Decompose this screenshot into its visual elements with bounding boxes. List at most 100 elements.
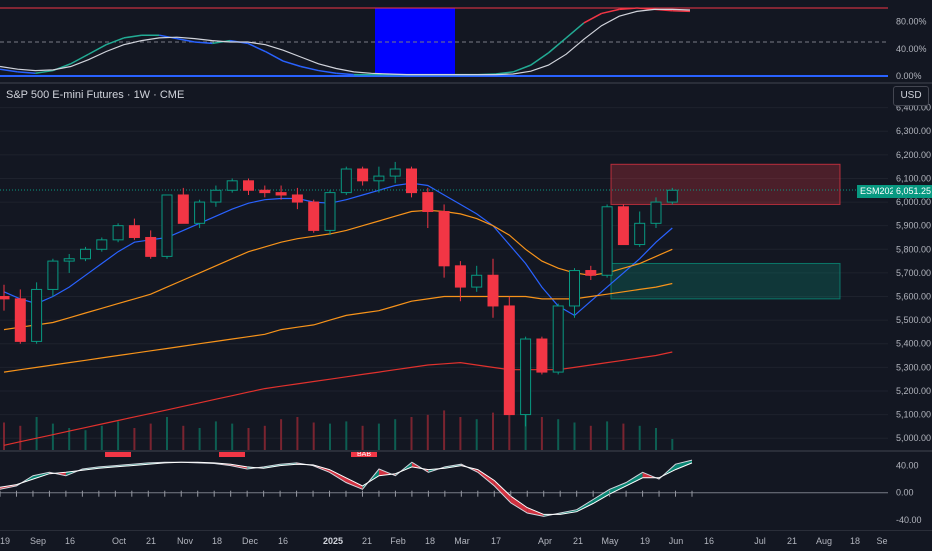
volume-bar — [84, 430, 87, 450]
stoch-k-segment — [565, 22, 585, 39]
candle-body — [601, 206, 613, 276]
pane-separator[interactable] — [0, 82, 932, 84]
time-axis-label: Mar — [454, 536, 470, 546]
stochastic-pane: 80.00% 40.00% 0.00% — [0, 0, 932, 82]
volume-bar — [540, 417, 543, 450]
candle-body — [226, 180, 238, 191]
candle-body — [177, 194, 189, 224]
candle-body — [161, 194, 173, 257]
volume-bar — [35, 417, 38, 450]
stoch-k-segment — [212, 39, 231, 45]
time-axis-label: 2025 — [323, 536, 343, 546]
time-axis-label: May — [601, 536, 619, 546]
stoch-y-tick-label: 40.00% — [896, 44, 927, 54]
candle-body — [438, 211, 450, 267]
time-axis-label: Sep — [30, 536, 46, 546]
volume-bar — [606, 421, 609, 450]
volume-bar — [100, 425, 103, 450]
volume-bar — [133, 428, 136, 450]
momentum-y-tick-label: 40.00 — [896, 461, 919, 471]
stoch-k-segment — [282, 60, 301, 68]
signal-line — [0, 461, 693, 515]
moving-average-line — [3, 351, 673, 446]
volume-bar — [492, 412, 494, 450]
volume-bar — [655, 428, 657, 450]
stoch-k-segment — [672, 9, 691, 13]
price-chart: 6,400.00 6,300.00 6,200.00 6,100.00 6,000.00… — [0, 103, 931, 450]
time-axis-label: Feb — [390, 536, 406, 546]
time-axis-label: 19 — [640, 536, 650, 546]
volume-bar — [182, 425, 185, 450]
candle-body — [503, 305, 515, 416]
stoch-y-tick-label: 0.00% — [896, 71, 922, 81]
price-y-tick-label: 5,900.00 — [896, 221, 931, 231]
momentum-fill — [675, 460, 692, 470]
candle-body — [666, 189, 678, 203]
support-zone — [610, 262, 841, 300]
stoch-k-segment — [547, 37, 567, 54]
stoch-y-tick-label: 80.00% — [896, 17, 927, 27]
time-axis-label: Nov — [177, 536, 194, 546]
volume-bar — [149, 423, 152, 450]
momentum-y-tick-label: -40.00 — [896, 515, 922, 525]
stoch-k-segment — [70, 53, 89, 65]
candle-body — [422, 192, 434, 213]
momentum-fill — [609, 482, 627, 495]
price-pane: 6,400.00 6,300.00 6,200.00 6,100.00 6,000.00… — [0, 84, 932, 450]
volume-bar — [312, 422, 315, 450]
volume-bar — [296, 417, 299, 450]
time-axis-label: 17 — [491, 536, 501, 546]
time-axis-label: Se — [876, 536, 887, 546]
time-axis-label: 21 — [362, 536, 372, 546]
volume-bar — [3, 422, 5, 450]
candle-body — [406, 168, 417, 194]
candle-body — [373, 175, 385, 182]
momentum-fill — [626, 472, 643, 486]
volume-bar — [671, 439, 674, 450]
momentum-fill — [346, 477, 363, 490]
candle-body — [520, 338, 532, 416]
price-y-tick-label: 5,800.00 — [896, 244, 931, 254]
price-y-tick-label: 5,200.00 — [896, 386, 931, 396]
stoch-k-segment — [88, 44, 107, 55]
candle-body — [194, 201, 206, 224]
time-axis-label: Dec — [242, 536, 259, 546]
volume-bar — [68, 428, 71, 450]
pane-separator[interactable] — [0, 450, 932, 452]
candle-body — [259, 189, 271, 194]
time-axis-label: Oct — [112, 536, 127, 546]
stoch-k-segment — [300, 65, 319, 72]
candle-body — [128, 225, 140, 238]
stoch-k-segment — [265, 50, 284, 62]
volume-bar — [475, 419, 478, 450]
volume-bar — [214, 421, 217, 450]
momentum-fill — [329, 469, 346, 483]
candle-body — [291, 194, 303, 203]
time-axis[interactable]: 19 Sep 16 Oct 21 Nov 18 Dec 16 2025 21 Feb 18 Mar 17 Ap… — [0, 530, 932, 551]
volume-bar — [557, 419, 560, 450]
stochastic-chart: 80.00% 40.00% 0.00% — [0, 7, 927, 81]
currency-button[interactable]: USD — [893, 86, 929, 106]
momentum-chart: BAB 40.00 0.00 -40.00 — [0, 452, 922, 525]
momentum-fill — [494, 480, 511, 503]
price-y-tick-label: 6,400.00 — [896, 103, 931, 113]
stoch-k-segment — [123, 34, 142, 39]
time-axis-label: 16 — [278, 536, 288, 546]
time-axis-label: 18 — [212, 536, 222, 546]
momentum-y-tick-label: 0.00 — [896, 488, 914, 498]
chart-title: S&P 500 E-mini Futures · 1W · CME — [6, 89, 185, 101]
volume-bar — [117, 421, 120, 450]
stoch-k-segment — [619, 7, 637, 11]
stoch-k-segment — [512, 64, 532, 73]
time-axis-label: 21 — [573, 536, 583, 546]
stoch-k-segment — [176, 37, 195, 43]
signal-marker — [219, 452, 245, 457]
signal-marker — [351, 452, 377, 457]
candle-body — [471, 274, 483, 288]
candle-body — [536, 338, 548, 373]
volume-bar — [51, 423, 54, 450]
volume-bar — [443, 410, 446, 450]
time-axis-label: Jun — [669, 536, 684, 546]
volume-bar — [247, 428, 250, 450]
volume-bar — [231, 423, 234, 450]
